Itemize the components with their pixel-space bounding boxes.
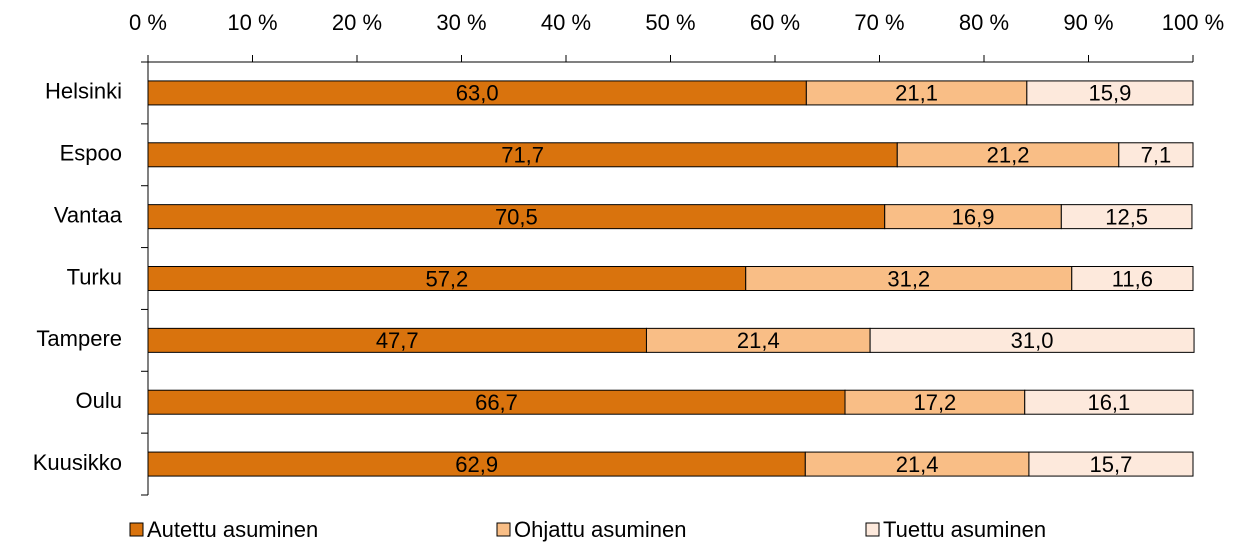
data-label: 16,9 [952,204,995,229]
data-label: 63,0 [456,81,499,106]
x-tick-label: 70 % [854,10,904,35]
data-label: 15,7 [1090,452,1133,477]
data-label: 21,1 [895,81,938,106]
data-label: 15,9 [1089,81,1132,106]
bar-segment [884,204,1062,230]
data-label: 70,5 [495,204,538,229]
x-tick-label: 50 % [645,10,695,35]
legend-swatch [129,522,144,537]
data-label: 12,5 [1105,204,1148,229]
bar-segment [869,327,1195,353]
bar-segment [804,451,1030,477]
y-tick-label: Turku [67,264,122,289]
x-tick-label: 30 % [436,10,486,35]
data-label: 21,4 [896,452,939,477]
bar-segment [1026,80,1194,106]
data-label: 62,9 [455,452,498,477]
legend-swatch [496,522,511,537]
data-label: 21,2 [987,143,1030,168]
data-label: 21,4 [737,328,780,353]
bar-segment [147,389,846,415]
x-tick-label: 10 % [227,10,277,35]
legend-label: Autettu asuminen [147,517,318,542]
x-tick-label: 60 % [750,10,800,35]
bar-segment [1060,204,1193,230]
data-label: 66,7 [475,390,518,415]
data-label: 17,2 [913,390,956,415]
y-tick-label: Helsinki [45,79,122,104]
bar-segment [1028,451,1194,477]
legend-swatch [865,522,880,537]
bar-segment [745,266,1073,291]
x-tick-label: 0 % [129,10,167,35]
bar-segment [147,266,747,291]
y-tick-label: Oulu [76,388,122,413]
bar-segment [1024,389,1194,415]
bar-segment [147,142,898,168]
data-label: 57,2 [425,266,468,291]
data-label: 16,1 [1087,390,1130,415]
data-label: 31,0 [1011,328,1054,353]
data-label: 11,6 [1112,266,1153,291]
x-tick-label: 90 % [1063,10,1113,35]
x-tick-label: 40 % [541,10,591,35]
y-tick-label: Espoo [60,141,122,166]
y-tick-label: Kuusikko [33,450,122,475]
legend-label: Ohjattu asuminen [514,517,686,542]
legend-label: Tuettu asuminen [883,517,1046,542]
x-tick-label: 80 % [959,10,1009,35]
data-label: 31,2 [887,266,930,291]
bar-segment [1118,142,1194,168]
data-label: 71,7 [501,143,544,168]
data-label: 47,7 [376,328,419,353]
bar-segment [896,142,1120,168]
y-tick-label: Tampere [36,326,122,351]
y-tick-label: Vantaa [54,202,123,227]
x-tick-label: 100 % [1162,10,1224,35]
bar-segment [147,451,806,477]
bar-segment [147,327,647,353]
bar-segment [645,327,871,353]
x-tick-label: 20 % [332,10,382,35]
bar-segment [844,389,1026,415]
data-label: 7,1 [1141,143,1172,168]
bar-segment [1071,266,1194,291]
